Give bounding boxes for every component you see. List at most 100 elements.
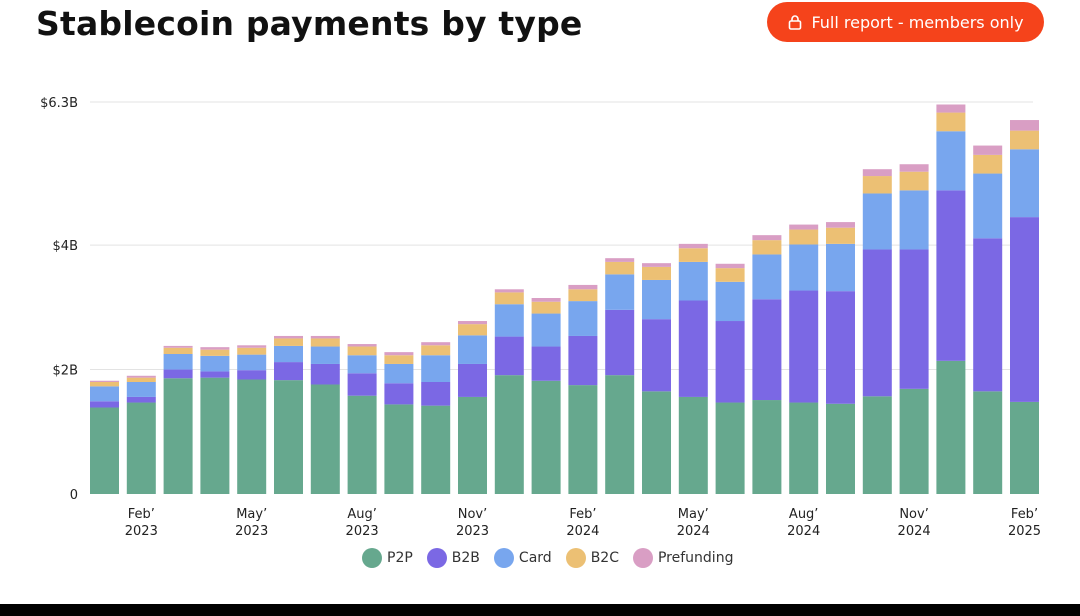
page-title: Stablecoin payments by type bbox=[36, 4, 583, 43]
bar-segment-b2b bbox=[163, 369, 193, 379]
bar-segment-p2p bbox=[200, 377, 230, 494]
bar-segment-b2b bbox=[642, 319, 671, 392]
bar-segment-prefunding bbox=[531, 298, 561, 302]
bar-segment-prefunding bbox=[826, 222, 855, 228]
bar-segment-prefunding bbox=[494, 289, 524, 293]
stacked-bar-chart: 0 $2B $4B $6.3B Feb’ 2023 May’ 2023 Aug’ 2023 Nov… bbox=[40, 96, 1041, 539]
bar-segment-b2b bbox=[1010, 217, 1039, 402]
bar-segment-p2p bbox=[752, 400, 782, 494]
bar-segment-b2c bbox=[384, 355, 414, 364]
x-tick-label-year: 2024 bbox=[566, 524, 599, 539]
bar-segment-card bbox=[384, 363, 414, 384]
bar-stack bbox=[568, 284, 598, 494]
bar-segment-p2p bbox=[531, 380, 561, 494]
bar-segment-prefunding bbox=[899, 164, 929, 172]
bottom-bar bbox=[0, 604, 1080, 616]
bar-segment-p2p bbox=[678, 396, 708, 494]
bar-segment-b2b bbox=[384, 383, 414, 405]
bar-segment-prefunding bbox=[973, 145, 1003, 155]
bar-segment-b2c bbox=[605, 261, 635, 275]
bar-segment-card bbox=[421, 355, 451, 382]
bar-stack bbox=[126, 375, 156, 494]
bar-segment-b2b bbox=[310, 363, 340, 385]
y-tick-label: 0 bbox=[70, 488, 78, 503]
bar-segment-prefunding bbox=[936, 104, 966, 113]
bar-segment-prefunding bbox=[642, 263, 671, 267]
bar-segment-p2p bbox=[973, 391, 1003, 494]
bar-segment-b2b bbox=[973, 238, 1003, 392]
x-tick-label-month: Aug’ bbox=[789, 507, 819, 522]
bar-stack bbox=[458, 321, 487, 494]
bar-segment-card bbox=[789, 244, 819, 291]
bar-segment-b2b bbox=[200, 371, 230, 378]
bar-segment-b2c bbox=[310, 338, 340, 347]
bar-segment-b2c bbox=[642, 266, 671, 280]
bar-segment-p2p bbox=[310, 384, 340, 494]
bar-segment-b2b bbox=[826, 291, 855, 404]
bar-segment-card bbox=[347, 355, 377, 374]
bar-stack bbox=[678, 243, 708, 494]
bar-segment-prefunding bbox=[90, 380, 119, 382]
bar-segment-card bbox=[1010, 149, 1039, 218]
bar-segment-p2p bbox=[936, 360, 966, 494]
bar-stack bbox=[531, 298, 561, 494]
bar-segment-b2c bbox=[90, 382, 119, 387]
bar-segment-b2c bbox=[347, 346, 377, 356]
bar-segment-card bbox=[163, 354, 193, 370]
x-tick-label-year: 2023 bbox=[346, 524, 379, 539]
bar-segment-card bbox=[826, 243, 855, 292]
bar-segment-b2b bbox=[237, 370, 267, 380]
bar-stack bbox=[642, 263, 671, 494]
bar-segment-p2p bbox=[274, 380, 303, 494]
legend-item-card: Card bbox=[493, 548, 552, 568]
bar-segment-p2p bbox=[605, 375, 635, 494]
bar-segment-prefunding bbox=[237, 345, 267, 348]
y-tick-label: $2B bbox=[53, 364, 78, 379]
bar-segment-card bbox=[531, 313, 561, 347]
bar-segment-card bbox=[678, 261, 708, 301]
bar-segment-card bbox=[237, 354, 267, 371]
x-tick-label-month: Feb’ bbox=[569, 507, 596, 522]
x-tick-label-year: 2023 bbox=[456, 524, 489, 539]
x-tick-label-month: Feb’ bbox=[128, 507, 155, 522]
bar-segment-b2c bbox=[421, 345, 451, 356]
bar-segment-b2c bbox=[237, 347, 267, 355]
bar-segment-b2b bbox=[421, 382, 451, 406]
bar-segment-p2p bbox=[568, 385, 598, 494]
bar-stack bbox=[715, 263, 745, 494]
bars bbox=[90, 104, 1039, 494]
bar-segment-b2c bbox=[752, 240, 782, 255]
legend-swatch bbox=[565, 548, 586, 568]
x-axis-ticks: Feb’ 2023 May’ 2023 Aug’ 2023 Nov’ 2023 Feb’ 2024… bbox=[125, 507, 1041, 539]
legend-label: B2C bbox=[590, 550, 619, 566]
legend-item-p2p: P2P bbox=[362, 548, 413, 568]
bar-segment-b2b bbox=[862, 249, 892, 397]
bar-stack bbox=[899, 164, 929, 494]
legend-label: P2P bbox=[387, 550, 413, 566]
bar-segment-card bbox=[458, 335, 487, 364]
bar-stack bbox=[494, 289, 524, 494]
x-tick-label-year: 2024 bbox=[898, 524, 931, 539]
bar-segment-prefunding bbox=[126, 375, 156, 378]
x-tick-label-month: Aug’ bbox=[347, 507, 377, 522]
bar-segment-p2p bbox=[862, 396, 892, 494]
bar-segment-p2p bbox=[789, 402, 819, 494]
bar-segment-b2c bbox=[715, 268, 745, 282]
bar-segment-prefunding bbox=[347, 344, 377, 347]
bar-stack bbox=[862, 169, 892, 494]
full-report-button[interactable]: Full report - members only bbox=[767, 2, 1044, 42]
x-tick-label-year: 2025 bbox=[1008, 524, 1041, 539]
bar-segment-prefunding bbox=[458, 321, 487, 325]
bar-segment-card bbox=[642, 279, 671, 320]
bar-segment-prefunding bbox=[752, 235, 782, 241]
bar-segment-card bbox=[90, 386, 119, 402]
bar-segment-prefunding bbox=[789, 224, 819, 230]
bar-segment-prefunding bbox=[310, 335, 340, 339]
bar-segment-card bbox=[605, 274, 635, 310]
legend-item-b2b: B2B bbox=[426, 548, 480, 568]
bar-segment-prefunding bbox=[1010, 120, 1039, 131]
bar-segment-card bbox=[274, 345, 303, 363]
bar-stack bbox=[310, 335, 340, 494]
x-tick-label-year: 2023 bbox=[125, 524, 158, 539]
